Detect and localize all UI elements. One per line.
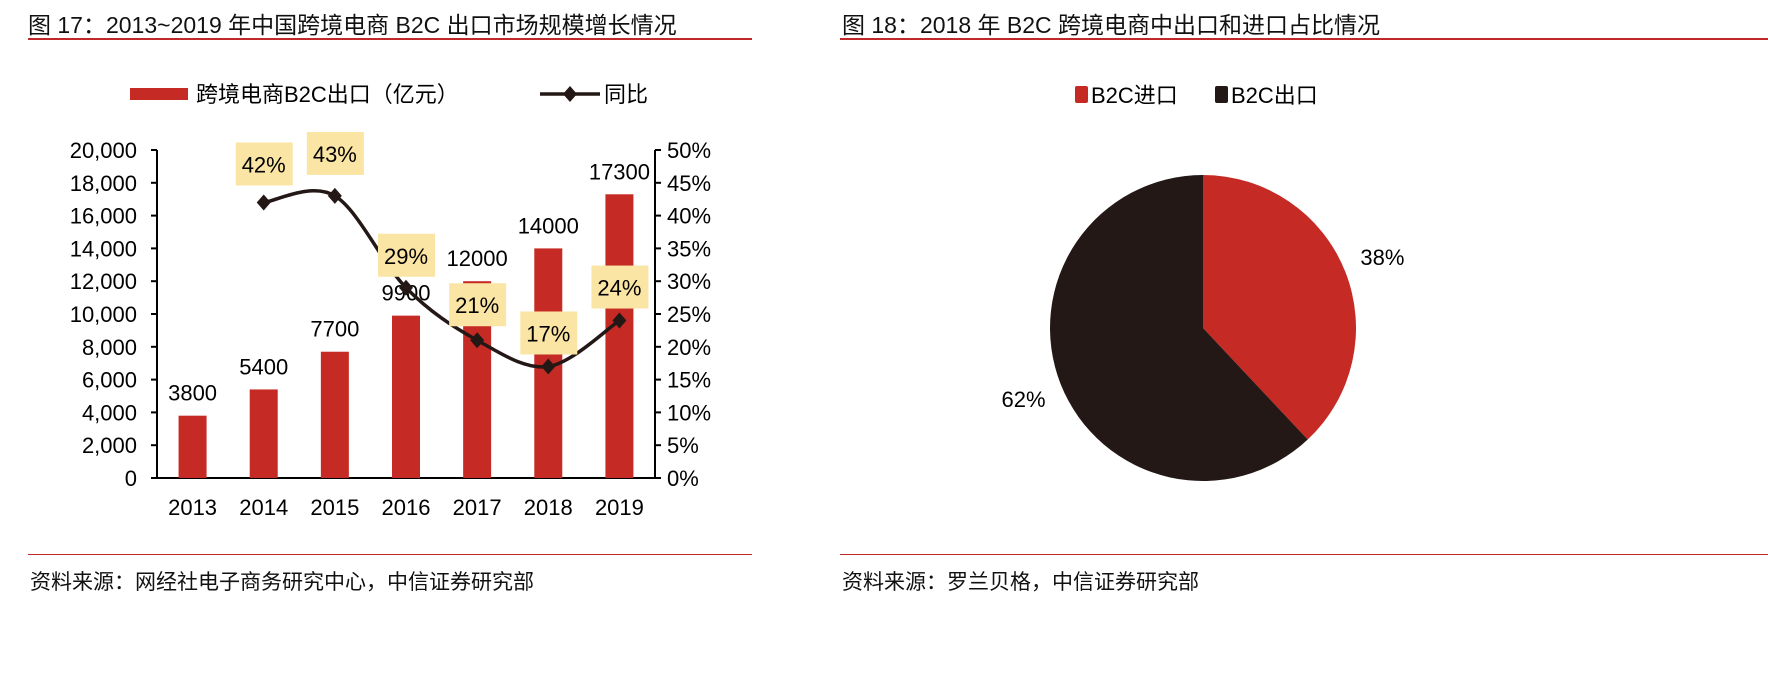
yoy-marker bbox=[541, 358, 556, 375]
x-tick-label: 2016 bbox=[382, 495, 431, 520]
right-y-tick-label: 5% bbox=[667, 433, 699, 458]
yoy-marker bbox=[327, 187, 342, 204]
yoy-label-bg bbox=[235, 142, 293, 186]
left-y-tick-label: 0 bbox=[125, 466, 137, 491]
bar-2015 bbox=[320, 351, 349, 478]
yoy-label: 24% bbox=[597, 276, 641, 301]
left-bottom-divider bbox=[28, 554, 752, 555]
yoy-label-bg bbox=[449, 283, 507, 327]
bar-value-label: 14000 bbox=[518, 213, 579, 238]
right-y-tick-label: 50% bbox=[667, 138, 711, 163]
right-bottom-divider bbox=[840, 554, 1768, 555]
yoy-label-bg bbox=[520, 311, 578, 355]
right-y-tick-label: 0% bbox=[667, 466, 699, 491]
x-tick-label: 2013 bbox=[168, 495, 217, 520]
yoy-marker bbox=[399, 279, 413, 296]
x-tick-label: 2018 bbox=[524, 495, 573, 520]
left-title-divider bbox=[28, 38, 752, 40]
yoy-label: 21% bbox=[455, 293, 499, 318]
left-y-tick-label: 18,000 bbox=[70, 171, 137, 196]
yoy-marker bbox=[612, 312, 627, 329]
yoy-label: 17% bbox=[526, 321, 570, 346]
right-y-tick-label: 10% bbox=[667, 400, 711, 425]
yoy-marker bbox=[256, 194, 271, 211]
right-y-tick-label: 25% bbox=[667, 302, 711, 327]
right-y-tick-label: 45% bbox=[667, 171, 711, 196]
x-tick-label: 2019 bbox=[595, 495, 644, 520]
bar-value-label: 3800 bbox=[168, 381, 217, 406]
left-y-tick-label: 12,000 bbox=[70, 269, 137, 294]
right-title-divider bbox=[840, 38, 1768, 40]
bar-2016 bbox=[392, 315, 420, 478]
left-chart-title: 图 17：2013~2019 年中国跨境电商 B2C 出口市场规模增长情况 bbox=[28, 12, 677, 38]
yoy-marker bbox=[470, 332, 485, 349]
pie-legend-swatch bbox=[1075, 86, 1088, 103]
pie-legend-label: B2C进口 bbox=[1091, 83, 1178, 108]
left-y-tick-label: 14,000 bbox=[70, 236, 137, 261]
bar-2013 bbox=[178, 415, 207, 478]
x-tick-label: 2017 bbox=[453, 495, 502, 520]
yoy-label: 29% bbox=[384, 244, 428, 269]
right-source: 资料来源：罗兰贝格，中信证券研究部 bbox=[842, 571, 1199, 594]
bar-value-label: 7700 bbox=[310, 317, 359, 342]
yoy-label-bg bbox=[591, 265, 649, 309]
pie-legend-swatch bbox=[1215, 86, 1228, 103]
bar-2014 bbox=[249, 389, 278, 478]
legend-line-label: 同比 bbox=[604, 82, 648, 107]
legend-bar-swatch bbox=[130, 88, 188, 100]
left-y-tick-label: 4,000 bbox=[82, 400, 137, 425]
yoy-label-bg bbox=[378, 233, 435, 277]
x-tick-label: 2015 bbox=[310, 495, 359, 520]
bar-value-label: 17300 bbox=[589, 159, 650, 184]
left-y-tick-label: 8,000 bbox=[82, 335, 137, 360]
pie-slice-1 bbox=[1050, 175, 1308, 482]
legend-line-marker bbox=[563, 86, 577, 102]
x-tick-label: 2014 bbox=[239, 495, 288, 520]
right-y-tick-label: 40% bbox=[667, 204, 711, 229]
left-y-tick-label: 2,000 bbox=[82, 433, 137, 458]
bar-value-label: 5400 bbox=[239, 354, 288, 379]
bar-value-label: 12000 bbox=[447, 246, 508, 271]
pie-legend-label: B2C出口 bbox=[1231, 83, 1318, 108]
legend-bar-label: 跨境电商B2C出口（亿元） bbox=[196, 82, 459, 107]
yoy-label-bg bbox=[306, 131, 364, 175]
right-chart-title: 图 18：2018 年 B2C 跨境电商中出口和进口占比情况 bbox=[842, 12, 1381, 38]
left-y-tick-label: 6,000 bbox=[82, 368, 137, 393]
bar-2019 bbox=[605, 194, 634, 478]
left-y-tick-label: 10,000 bbox=[70, 302, 137, 327]
left-source: 资料来源：网经社电子商务研究中心，中信证券研究部 bbox=[30, 571, 534, 594]
right-y-tick-label: 15% bbox=[667, 368, 711, 393]
pie-value-label: 62% bbox=[1002, 387, 1046, 412]
yoy-label: 42% bbox=[242, 152, 286, 177]
pie-slice-0 bbox=[1203, 175, 1357, 440]
right-y-tick-label: 20% bbox=[667, 335, 711, 360]
left-y-tick-label: 20,000 bbox=[70, 138, 137, 163]
pie-value-label: 38% bbox=[1360, 245, 1404, 270]
right-y-tick-label: 35% bbox=[667, 236, 711, 261]
yoy-label: 43% bbox=[313, 142, 357, 167]
left-y-tick-label: 16,000 bbox=[70, 204, 137, 229]
right-y-tick-label: 30% bbox=[667, 269, 711, 294]
